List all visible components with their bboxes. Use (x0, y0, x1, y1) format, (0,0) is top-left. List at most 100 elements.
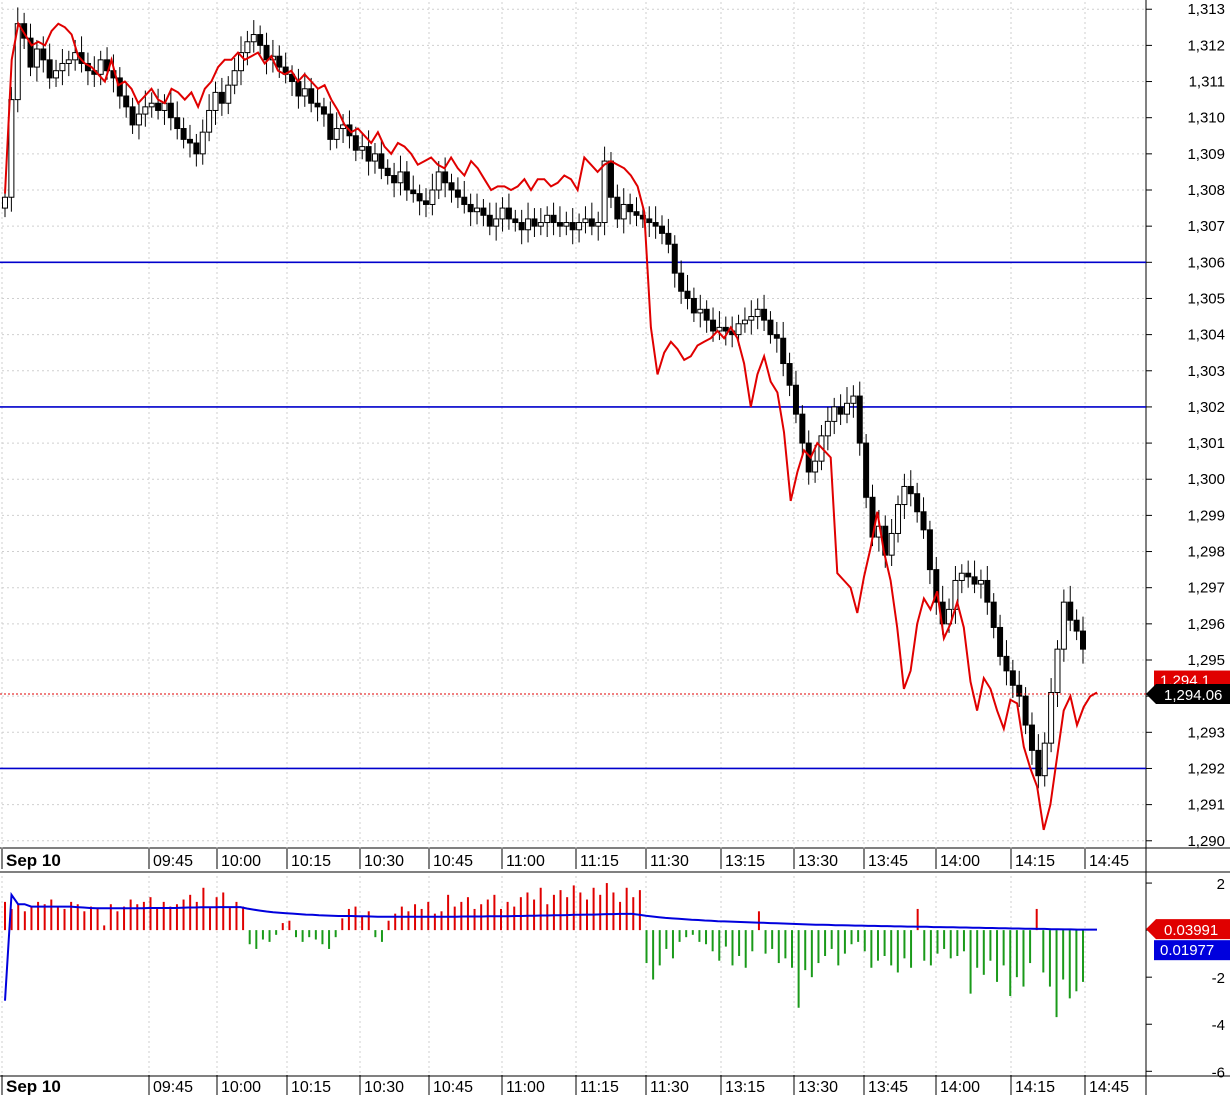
candle (327, 113, 334, 140)
candle (735, 323, 742, 336)
x-tick-label: 13:45 (868, 1079, 908, 1095)
candle (780, 337, 787, 365)
x-tick-label: 10:30 (364, 853, 404, 870)
x-tick-label: 10:00 (221, 853, 261, 870)
candle (505, 207, 512, 220)
price-tick-label: 1,309 (1187, 146, 1225, 163)
x-tick-label: 10:00 (221, 1079, 261, 1095)
price-tick-label: 1,308 (1187, 182, 1225, 199)
candle (856, 395, 863, 444)
candle (843, 402, 850, 415)
candle (697, 308, 704, 314)
x-tick-label: 09:45 (153, 1079, 193, 1095)
indicator-bars (4, 883, 1084, 1018)
candle (448, 182, 455, 191)
candle (997, 626, 1004, 657)
candle (1003, 655, 1010, 672)
x-tick-label: 13:15 (725, 853, 765, 870)
candle (174, 117, 181, 130)
candle (429, 189, 436, 205)
candle (633, 211, 640, 216)
candle (831, 406, 838, 422)
candle (135, 113, 142, 126)
candle (2, 196, 8, 209)
candle (333, 128, 340, 140)
candle (493, 218, 500, 227)
candle (895, 504, 902, 534)
candle (812, 460, 819, 473)
candle (1041, 742, 1048, 777)
candle (525, 218, 532, 231)
candle (238, 52, 245, 72)
candle (161, 102, 168, 111)
candle (416, 193, 423, 202)
candle (792, 384, 799, 415)
candle (901, 485, 908, 506)
candle (1054, 648, 1061, 694)
x-tick-label: 10:45 (433, 853, 473, 870)
indicator-badge-red (1146, 919, 1230, 940)
candle (971, 576, 978, 585)
candle (442, 171, 449, 184)
candle (199, 131, 206, 155)
price-tick-label: 1,313 (1187, 1, 1225, 18)
candle (614, 196, 621, 220)
price-tick-label: 1,298 (1187, 544, 1225, 561)
candle (27, 37, 34, 68)
candle (352, 135, 359, 151)
candle (722, 326, 729, 332)
candle (965, 572, 972, 578)
price-x-axis: Sep 10 09:45 10:00 10:15 10:30 10:45 11:00 11:1… (1, 849, 1129, 870)
candle (365, 146, 372, 162)
price-tick-label: 1,306 (1187, 254, 1225, 271)
x-tick-label: 10:15 (291, 853, 331, 870)
candle (461, 196, 468, 205)
candle (741, 319, 748, 325)
candle (1048, 692, 1055, 744)
price-tick-label: 1,304 (1187, 327, 1225, 344)
candle (627, 203, 634, 213)
x-tick-label: Sep 10 (6, 1077, 61, 1095)
price-tick-label: 1,299 (1187, 507, 1225, 524)
indicator-signal-line (4, 891, 1097, 1001)
candle (512, 218, 519, 224)
x-tick-label: 10:45 (433, 1079, 473, 1095)
price-tick-label: 1,296 (1187, 616, 1225, 633)
candle (518, 222, 525, 231)
candle (308, 88, 315, 104)
x-tick-label: 14:45 (1089, 853, 1129, 870)
candle (65, 59, 72, 64)
candle (116, 77, 123, 97)
candle (250, 34, 257, 43)
candle (531, 218, 538, 227)
candle (550, 214, 557, 224)
candle (59, 62, 66, 72)
candle (1035, 749, 1042, 777)
candle (914, 493, 921, 513)
candle (652, 222, 659, 227)
price-tick-label: 1,301 (1187, 435, 1225, 452)
candle (257, 34, 264, 46)
price-tick-label: 1,312 (1187, 37, 1225, 54)
candle (607, 160, 614, 198)
candle (1067, 601, 1074, 621)
candle (435, 171, 442, 191)
candle (142, 106, 149, 115)
candle (946, 608, 953, 625)
candle (646, 218, 653, 224)
candle (410, 189, 417, 195)
candle (391, 175, 398, 184)
candle (1073, 619, 1080, 632)
x-tick-label: 13:30 (798, 1079, 838, 1095)
x-tick-label: 14:15 (1015, 853, 1055, 870)
candle (544, 214, 551, 224)
price-tick-label: 1,291 (1187, 797, 1225, 814)
candle (314, 102, 321, 108)
candle (754, 308, 761, 318)
x-tick-label: 14:00 (940, 853, 980, 870)
price-badge-black (1146, 683, 1230, 704)
candle (773, 334, 780, 339)
indicator-tick-label: 2 (1217, 876, 1225, 893)
price-tick-label: 1,290 (1187, 833, 1225, 850)
